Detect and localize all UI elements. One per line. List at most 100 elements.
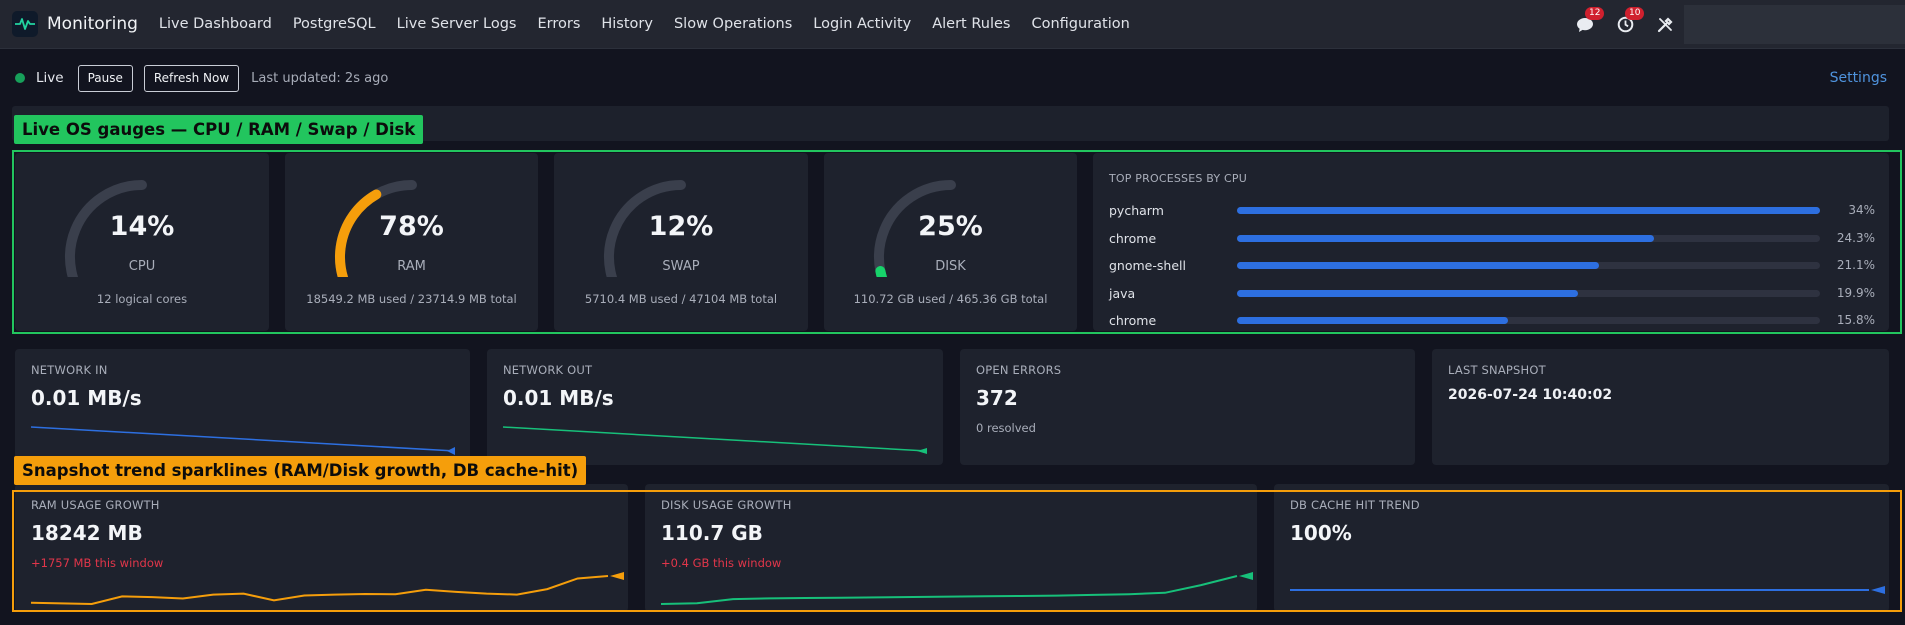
- swap-gauge-detail: 5710.4 MB used / 47104 MB total: [584, 292, 778, 306]
- network-out-card: NETWORK OUT 0.01 MB/s: [487, 349, 943, 465]
- ram-gauge: [334, 180, 417, 277]
- disk-gauge-label: DISK: [935, 259, 966, 274]
- last-snapshot-value: 2026-07-24 10:40:02: [1448, 387, 1613, 403]
- live-status-bar: Live Pause Refresh Now Last updated: 2s …: [0, 62, 1905, 94]
- swap-gauge: [604, 180, 686, 277]
- db-cache-hit-sparkline: [1290, 586, 1885, 594]
- process-row: gnome-shell 21.1%: [1109, 258, 1875, 273]
- chat-icon: [1577, 17, 1593, 32]
- messages-button[interactable]: 12: [1572, 6, 1605, 37]
- process-bar-track: [1237, 317, 1820, 324]
- open-errors-title: OPEN ERRORS: [976, 363, 1062, 377]
- sparkline-end-marker: [1871, 586, 1885, 594]
- main-nav: Live Dashboard PostgreSQL Live Server Lo…: [159, 16, 1151, 32]
- nav-postgresql[interactable]: PostgreSQL: [292, 16, 376, 32]
- nav-errors[interactable]: Errors: [537, 16, 581, 32]
- gauge-fill: [334, 189, 381, 277]
- process-bar-track: [1237, 289, 1820, 297]
- tools-button[interactable]: [1652, 13, 1678, 37]
- tools-icon: [1657, 16, 1673, 32]
- sparkline-end-marker: [1239, 572, 1253, 580]
- network-out-sparkline: [502, 426, 928, 454]
- disk-gauge-value: 25%: [918, 211, 983, 242]
- process-bar-fill: [1237, 207, 1820, 214]
- network-in-line: [30, 426, 456, 452]
- ram-growth-card: RAM USAGE GROWTH 18242 MB +1757 MB this …: [15, 484, 628, 612]
- disk-gauge-card: 25% DISK 110.72 GB used / 465.36 GB tota…: [824, 153, 1077, 331]
- network-out-line: [502, 426, 928, 452]
- ram-growth-value: 18242 MB: [31, 521, 143, 545]
- sparkline-end-marker: [610, 572, 624, 580]
- cpu-gauge-detail: 12 logical cores: [96, 292, 188, 306]
- sparkline-path: [660, 575, 1238, 605]
- cpu-gauge: [65, 180, 147, 277]
- gauges-annotation-label: Live OS gauges — CPU / RAM / Swap / Disk: [14, 115, 424, 144]
- nav-login-activity[interactable]: Login Activity: [813, 16, 912, 32]
- process-cpu-percent: 34%: [1848, 203, 1875, 217]
- nav-history[interactable]: History: [601, 16, 653, 32]
- nav-live-dashboard[interactable]: Live Dashboard: [158, 16, 272, 32]
- ram-gauge-card: 78% RAM 18549.2 MB used / 23714.9 MB tot…: [285, 153, 538, 331]
- process-name: pycharm: [1109, 203, 1164, 218]
- last-updated-text: Last updated: 2s ago: [251, 70, 389, 86]
- process-cpu-percent: 15.8%: [1836, 313, 1875, 327]
- top-navbar: Monitoring Live Dashboard PostgreSQL Liv…: [0, 0, 1905, 49]
- process-cpu-percent: 19.9%: [1836, 285, 1875, 300]
- process-name: java: [1109, 285, 1136, 301]
- last-snapshot-card: LAST SNAPSHOT 2026-07-24 10:40:02: [1432, 349, 1889, 465]
- nav-live-server-logs[interactable]: Live Server Logs: [396, 16, 517, 32]
- pulse-logo-icon: [12, 11, 38, 37]
- refresh-now-button[interactable]: Refresh Now: [143, 64, 240, 92]
- process-bar-fill: [1237, 234, 1654, 242]
- nav-alert-rules[interactable]: Alert Rules: [932, 16, 1011, 32]
- open-errors-value: 372: [976, 386, 1018, 410]
- settings-link[interactable]: Settings: [1829, 70, 1887, 86]
- network-out-value: 0.01 MB/s: [503, 386, 614, 410]
- pause-button[interactable]: Pause: [77, 64, 133, 92]
- disk-growth-sparkline: [660, 572, 1253, 605]
- process-row: chrome 24.3%: [1109, 230, 1875, 246]
- sparklines-annotation-label: Snapshot trend sparklines (RAM/Disk grow…: [14, 456, 587, 485]
- network-out-title: NETWORK OUT: [503, 363, 593, 377]
- activity-button[interactable]: 10: [1612, 6, 1645, 37]
- swap-gauge-label: SWAP: [662, 259, 700, 274]
- db-cache-hit-title: DB CACHE HIT TREND: [1290, 498, 1420, 512]
- open-errors-card: OPEN ERRORS 372 0 resolved: [960, 349, 1415, 465]
- network-in-title: NETWORK IN: [31, 363, 108, 377]
- nav-configuration[interactable]: Configuration: [1031, 16, 1130, 32]
- process-name: chrome: [1109, 230, 1157, 246]
- process-row: pycharm 34%: [1109, 203, 1875, 218]
- gauge-track: [604, 180, 686, 277]
- resolved-errors-text: 0 resolved: [976, 421, 1036, 435]
- network-in-card: NETWORK IN 0.01 MB/s: [15, 349, 470, 465]
- app-title: Monitoring: [47, 14, 138, 34]
- process-bar-track: [1237, 207, 1820, 214]
- nav-slow-operations[interactable]: Slow Operations: [673, 16, 793, 32]
- clock-icon: [1617, 16, 1633, 33]
- live-status-label: Live: [36, 70, 64, 86]
- ram-growth-delta: +1757 MB this window: [31, 556, 164, 570]
- user-menu[interactable]: [1684, 5, 1905, 44]
- process-bar-fill: [1237, 262, 1599, 269]
- process-bar-fill: [1237, 289, 1579, 297]
- disk-gauge: [873, 180, 956, 277]
- messages-badge: 12: [1585, 6, 1605, 20]
- disk-growth-card: DISK USAGE GROWTH 110.7 GB +0.4 GB this …: [645, 484, 1257, 612]
- ram-growth-sparkline: [30, 572, 624, 606]
- swap-gauge-value: 12%: [648, 211, 714, 242]
- top-processes-title: TOP PROCESSES BY CPU: [1109, 172, 1247, 185]
- sparkline-path: [30, 575, 609, 606]
- disk-growth-value: 110.7 GB: [661, 521, 763, 545]
- cpu-gauge-label: CPU: [128, 259, 156, 274]
- db-cache-hit-card: DB CACHE HIT TREND 100%: [1274, 484, 1889, 612]
- process-row: chrome 15.8%: [1109, 313, 1875, 328]
- gauge-fill: [874, 266, 887, 277]
- gauge-track: [873, 180, 956, 277]
- process-name: gnome-shell: [1109, 258, 1186, 273]
- ram-gauge-label: RAM: [397, 259, 426, 274]
- brand[interactable]: Monitoring: [12, 11, 138, 37]
- cpu-gauge-card: 14% CPU 12 logical cores: [15, 153, 269, 331]
- process-cpu-percent: 24.3%: [1836, 230, 1875, 245]
- process-name: chrome: [1109, 313, 1157, 328]
- process-bar-fill: [1237, 317, 1508, 324]
